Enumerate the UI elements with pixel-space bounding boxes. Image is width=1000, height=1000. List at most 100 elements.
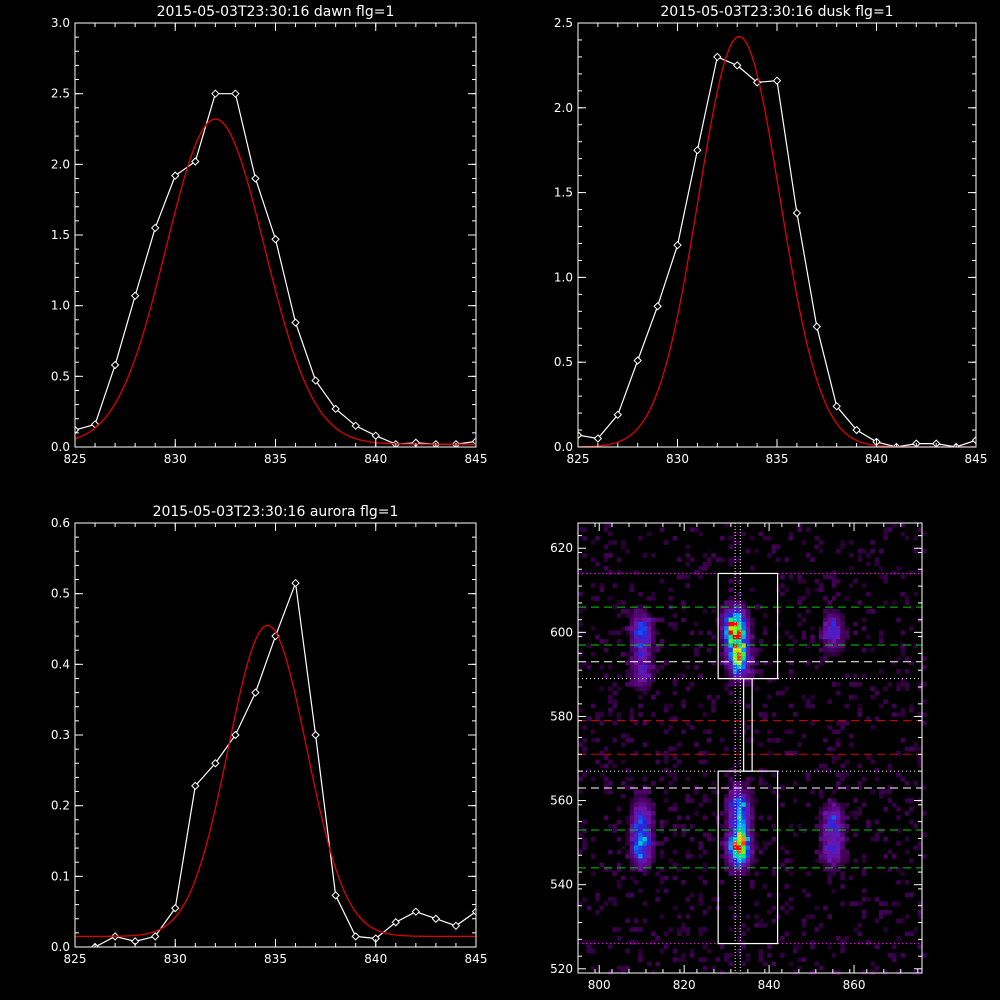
heatmap-cell [724, 953, 729, 958]
heatmap-cell [629, 716, 635, 722]
heatmap-cell [689, 953, 695, 958]
heatmap-cell [836, 729, 841, 734]
heatmap-cell [702, 609, 708, 614]
heatmap-cell [840, 806, 845, 812]
data-point-marker [391, 918, 401, 927]
heatmap-cell [741, 862, 746, 868]
heatmap-cell [578, 707, 583, 713]
heatmap-cell [672, 806, 678, 812]
heatmap-cell [818, 854, 824, 859]
heatmap-cell [724, 862, 729, 868]
heatmap-cell [750, 811, 755, 816]
heatmap-cell [702, 750, 708, 756]
heatmap-cell [603, 789, 609, 795]
heatmap-cell [741, 613, 746, 618]
heatmap-cell [638, 682, 643, 687]
heatmap-cell [737, 948, 742, 954]
heatmap-cell [831, 849, 837, 855]
heatmap-cell [904, 931, 910, 937]
heatmap-cell [651, 630, 656, 636]
heatmap-cell [737, 660, 742, 666]
heatmap-cell [638, 643, 643, 648]
heatmap-cell [724, 652, 729, 657]
heatmap-cell [762, 630, 768, 636]
heatmap-cell [793, 750, 798, 756]
heatmap-cell [689, 854, 695, 859]
heatmap-cell [642, 634, 648, 640]
heatmap-cell [827, 849, 832, 855]
heatmap-cell [633, 617, 639, 623]
heatmap-cell [616, 686, 622, 691]
heatmap-cell [861, 854, 867, 859]
heatmap-cell [724, 819, 729, 825]
heatmap-cell [638, 819, 643, 825]
heatmap-cell [621, 540, 626, 545]
heatmap-cell [646, 828, 652, 833]
heatmap-cell [750, 802, 755, 808]
heatmap-cell [831, 643, 837, 648]
data-point-marker [852, 425, 861, 435]
heatmap-cell [629, 892, 635, 898]
heatmap-cell [861, 626, 867, 631]
heatmap-cell [879, 566, 884, 571]
heatmap-cell [728, 587, 734, 593]
heatmap-cell [737, 759, 742, 765]
heatmap-cell [633, 669, 639, 674]
heatmap-cell [603, 763, 609, 769]
heatmap-cell [823, 596, 828, 601]
heatmap-cell [836, 742, 841, 747]
heatmap-cell [737, 828, 742, 833]
heatmap-cell [762, 703, 768, 709]
heatmap-cell [818, 634, 824, 640]
heatmap-cell [582, 940, 587, 945]
heatmap-cell [840, 944, 845, 949]
heatmap-cell [638, 836, 643, 842]
heatmap-cell [762, 922, 768, 928]
heatmap-cell [788, 729, 794, 734]
heatmap-cell [668, 781, 673, 786]
heatmap-cell [823, 656, 828, 661]
heatmap-cell [896, 712, 901, 717]
heatmap-cell [728, 858, 734, 863]
heatmap-cell [750, 862, 755, 868]
heatmap-cell [810, 639, 815, 644]
heatmap-cell [745, 652, 751, 657]
heatmap-cell [758, 776, 764, 782]
heatmap-cell [633, 806, 639, 812]
heatmap-cell [625, 613, 630, 618]
heatmap-cell [827, 815, 832, 820]
heatmap-cell [866, 634, 871, 640]
heatmap-cell [595, 596, 600, 601]
heatmap-cell [866, 561, 871, 567]
heatmap-cell [827, 643, 832, 648]
heatmap-cell [814, 544, 820, 550]
heatmap-cell [818, 626, 824, 631]
heatmap-cell [651, 811, 656, 816]
heatmap-cell [831, 888, 837, 894]
heatmap-cell [586, 716, 592, 722]
heatmap-cell [638, 686, 643, 691]
heatmap-cell [603, 815, 609, 820]
heatmap-cell [582, 535, 587, 541]
heatmap-cell [836, 935, 841, 941]
heatmap-cell [840, 841, 845, 846]
heatmap-cell [603, 673, 609, 679]
heatmap-cell [831, 626, 837, 631]
heatmap-cell [685, 927, 691, 932]
heatmap-cell [685, 574, 691, 580]
heatmap-cell [909, 703, 914, 709]
heatmap-cell [638, 660, 643, 666]
heatmap-cell [814, 578, 820, 584]
heatmap-cell [732, 643, 738, 648]
heatmap-cell [724, 669, 729, 674]
x-tick-label: 840 [758, 978, 781, 992]
heatmap-cell [797, 523, 802, 528]
heatmap-cell [595, 634, 600, 640]
heatmap-cell [909, 626, 914, 631]
heatmap-cell [642, 647, 648, 653]
heatmap-cell [823, 862, 828, 868]
heatmap-cell [646, 596, 652, 601]
data-point-marker [271, 235, 280, 244]
heatmap-cell [646, 789, 652, 795]
heatmap-cell [595, 561, 600, 567]
